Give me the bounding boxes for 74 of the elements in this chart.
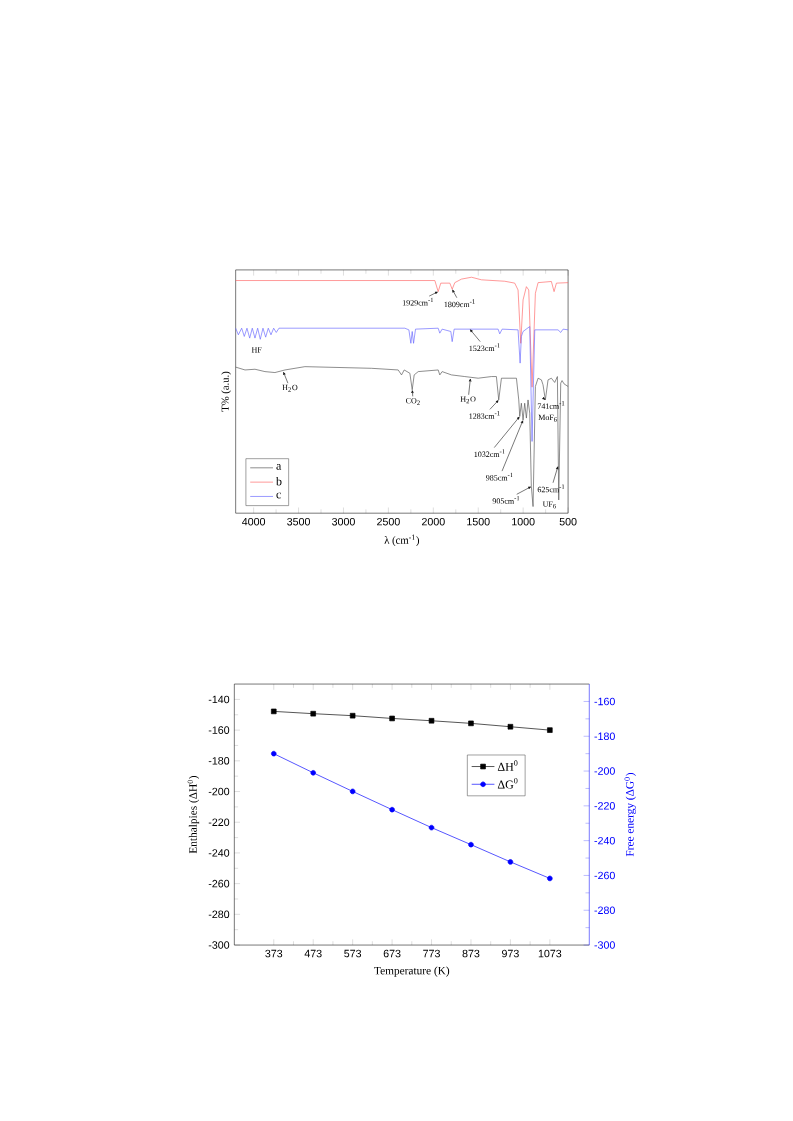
x-tick-label: 2000 bbox=[421, 517, 445, 526]
point bbox=[349, 712, 356, 719]
x-tick-label: 573 bbox=[344, 949, 362, 958]
point bbox=[507, 724, 514, 730]
annotation: 1523cm$^{-1}$ bbox=[469, 343, 500, 352]
y2-tick-label: -180 bbox=[594, 732, 615, 741]
y-tick-label: -180 bbox=[208, 757, 230, 765]
annotation: CO$_{2}$ bbox=[405, 397, 420, 405]
annotation: 1283cm$^{-1}$ bbox=[469, 410, 500, 419]
point bbox=[468, 841, 474, 848]
annotation: H$_{2}$O bbox=[282, 384, 298, 392]
point bbox=[349, 788, 356, 795]
annotation: 1809cm$^{-1}$ bbox=[444, 299, 475, 308]
legend-label: a bbox=[276, 464, 282, 470]
point bbox=[468, 720, 474, 727]
y2-tick-label: -240 bbox=[594, 836, 615, 845]
y2-tick-label: -220 bbox=[594, 802, 615, 810]
x-axis-title: Temperature (K) bbox=[374, 966, 450, 977]
point bbox=[389, 715, 395, 722]
x-tick-label: 1500 bbox=[467, 517, 490, 526]
y2-tick-label: -300 bbox=[594, 941, 615, 949]
point bbox=[507, 859, 514, 865]
y-tick-label: -200 bbox=[208, 787, 230, 796]
point bbox=[270, 708, 277, 715]
annotation: 1032cm$^{-1}$ bbox=[474, 449, 505, 458]
point bbox=[389, 806, 395, 813]
y-axis-title: Enthalpies (ΔH$^{0}$) bbox=[187, 775, 200, 854]
y-tick-label: -300 bbox=[208, 941, 230, 949]
y-tick-label: -240 bbox=[208, 849, 230, 857]
y-tick-label: -220 bbox=[208, 818, 230, 827]
x-tick-label: 1000 bbox=[512, 517, 535, 526]
y-tick-label: -280 bbox=[208, 910, 230, 919]
point bbox=[310, 710, 316, 717]
y2-tick-label: -280 bbox=[594, 906, 615, 915]
legend-label: ΔG$^{0}$ bbox=[497, 778, 518, 789]
y2-axis-title: Free energy (ΔG$^{0}$) bbox=[624, 773, 636, 857]
annotation: 905cm$^{-1}$ bbox=[492, 495, 520, 504]
y2-tick-label: -160 bbox=[594, 697, 615, 706]
annotation: UF$_{6}$ bbox=[542, 501, 556, 509]
x-tick-label: 973 bbox=[501, 949, 519, 958]
y2-tick-label: -200 bbox=[594, 767, 615, 775]
x-tick-label: 873 bbox=[462, 949, 480, 958]
x-tick-label: 2500 bbox=[377, 517, 400, 526]
annotation: 985cm$^{-1}$ bbox=[485, 472, 513, 481]
y-tick-label: -160 bbox=[208, 726, 230, 734]
x-tick-label: 473 bbox=[304, 949, 322, 958]
legend-label: b bbox=[275, 476, 282, 486]
x-tick-label: 3000 bbox=[331, 517, 355, 526]
annotation: MoF$_{6}$ bbox=[538, 414, 557, 422]
legend-label: ΔH$^{0}$ bbox=[497, 760, 518, 771]
y-tick-label: -140 bbox=[208, 695, 230, 704]
annotation: 741cm$^{-1}$ bbox=[537, 400, 565, 409]
annotation: HF bbox=[251, 347, 262, 353]
x-tick-label: 673 bbox=[383, 949, 401, 958]
y2-tick-label: -260 bbox=[594, 871, 615, 880]
x-tick-label: 500 bbox=[559, 517, 577, 526]
point bbox=[547, 727, 553, 733]
annotation: H$_{2}$O bbox=[460, 396, 476, 404]
annotation: 625cm$^{-1}$ bbox=[537, 484, 565, 493]
y-axis-title: T% (a.u.) bbox=[221, 371, 231, 412]
x-tick-label: 4000 bbox=[241, 517, 266, 526]
x-tick-label: 1073 bbox=[538, 949, 562, 958]
x-axis-title: λ (cm$^{-1}$) bbox=[384, 534, 419, 546]
x-tick-label: 3500 bbox=[287, 517, 310, 526]
point bbox=[428, 718, 435, 724]
point bbox=[428, 824, 435, 831]
annotation: 1929cm$^{-1}$ bbox=[402, 297, 434, 306]
y-tick-label: -260 bbox=[208, 879, 230, 888]
x-tick-label: 773 bbox=[423, 949, 440, 958]
legend-label: c bbox=[276, 492, 281, 499]
point bbox=[310, 770, 316, 776]
x-tick-label: 373 bbox=[265, 949, 283, 958]
point bbox=[547, 875, 553, 882]
point bbox=[270, 750, 277, 757]
